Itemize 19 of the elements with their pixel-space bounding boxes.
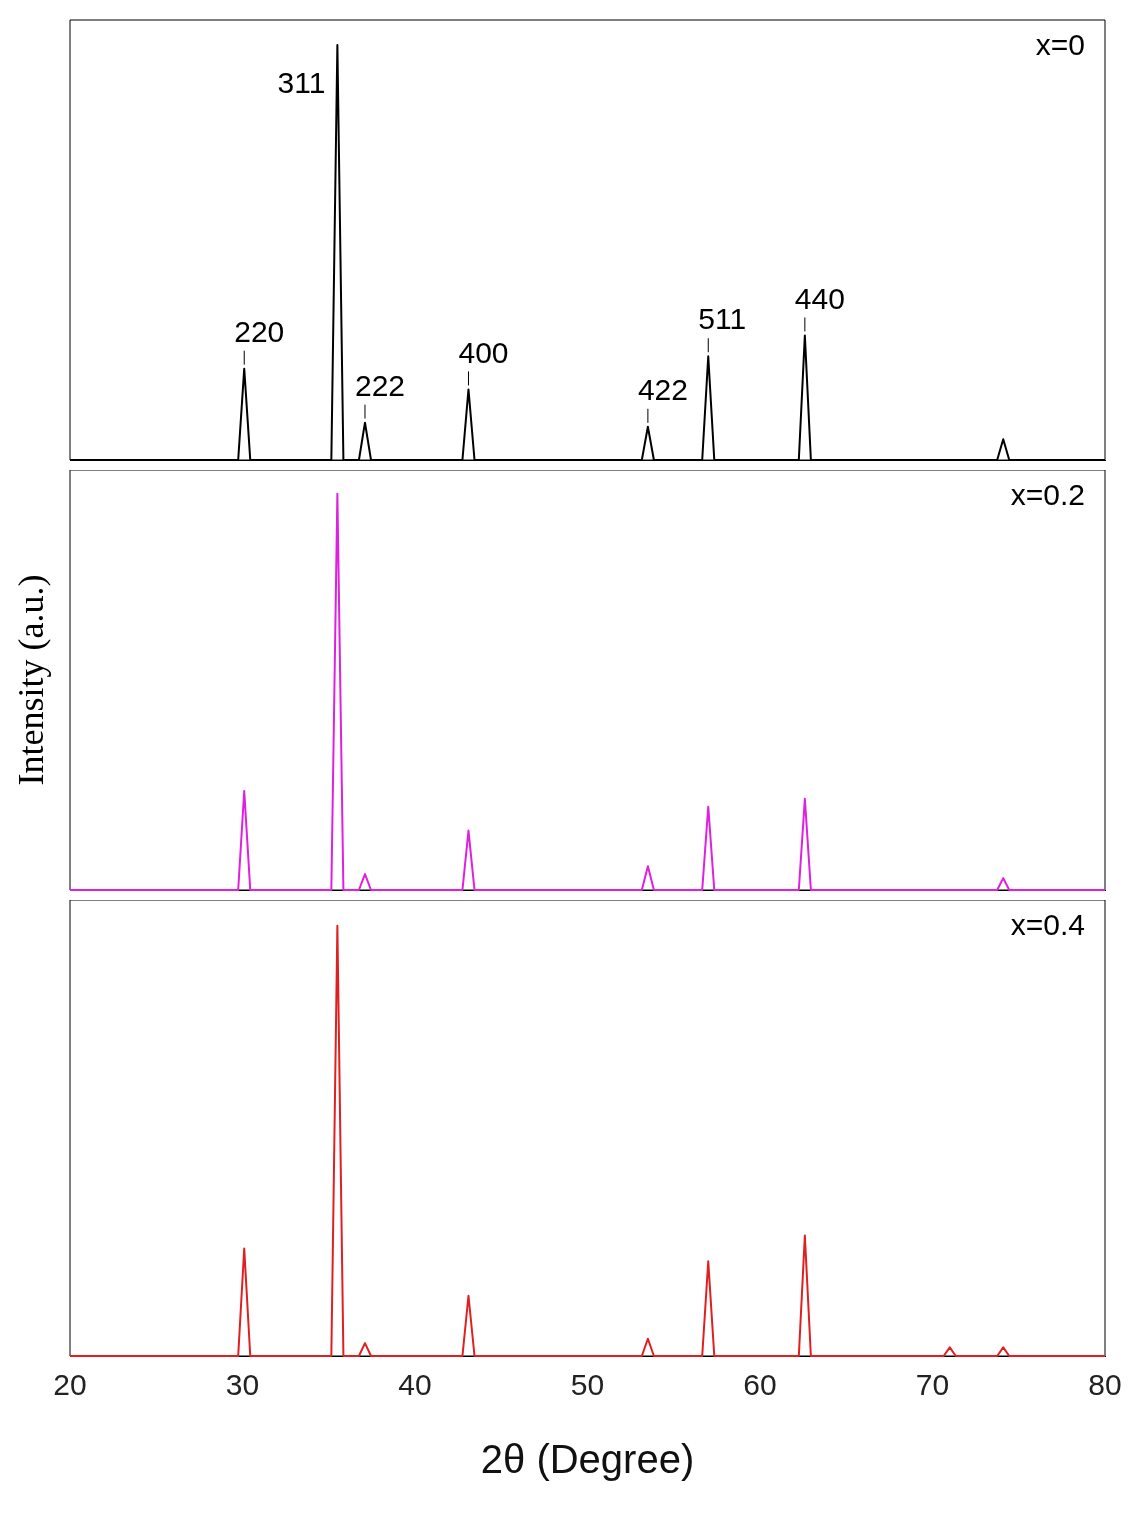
text: x=0 [1035, 28, 1085, 62]
y-axis-title: Intensity (a.u.) [11, 574, 52, 786]
annotation: 222 [354, 368, 406, 402]
text: x=0.4 [1010, 908, 1085, 942]
x-tick-label: 80 [1088, 1368, 1122, 1402]
annotation: 422 [637, 373, 688, 407]
annotation: 511 [698, 302, 747, 336]
annotation: 400 [458, 335, 509, 369]
text: x=0.2 [1010, 478, 1085, 512]
x-axis-title: 2θ (Degree) [480, 1437, 695, 1482]
annotation: 311 [277, 66, 326, 100]
annotation: 220 [234, 314, 285, 348]
annotation: 440 [794, 281, 845, 315]
x-tick-label: 40 [398, 1368, 432, 1402]
x-tick-label: 50 [570, 1368, 605, 1402]
x-tick-label: 70 [915, 1368, 950, 1402]
x-tick-label: 20 [53, 1368, 87, 1402]
x-tick-label: 60 [743, 1368, 777, 1402]
x-tick-label: 30 [225, 1368, 260, 1402]
